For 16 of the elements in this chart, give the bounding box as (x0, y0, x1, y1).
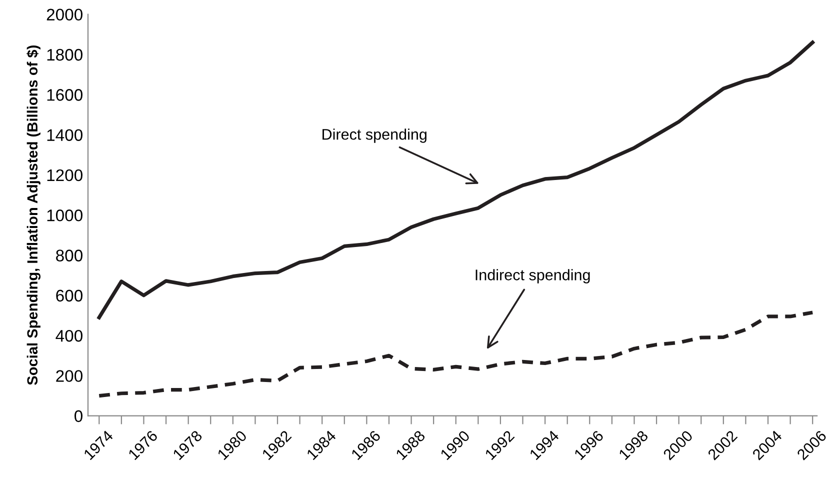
y-tick-label: 1600 (47, 89, 82, 101)
y-tick-label: 200 (56, 370, 82, 382)
y-tick-label: 600 (56, 290, 82, 302)
y-tick-label: 2000 (46, 8, 82, 21)
y-axis-title: Social Spending, Inflation Adjusted (Billions of $) (26, 46, 40, 385)
y-tick-label: 0 (74, 410, 82, 422)
y-tick-label: 800 (56, 250, 82, 262)
y-tick-label: 1200 (47, 169, 82, 182)
annotation: Indirect spending (476, 269, 590, 284)
y-tick-label: 1800 (47, 48, 82, 61)
line-series (97, 310, 814, 398)
line-series (97, 40, 814, 320)
y-tick-label: 400 (56, 330, 82, 342)
y-tick-label: 1400 (47, 129, 82, 141)
annotation: Direct spending (322, 128, 426, 143)
y-tick-label: 1000 (47, 210, 82, 222)
